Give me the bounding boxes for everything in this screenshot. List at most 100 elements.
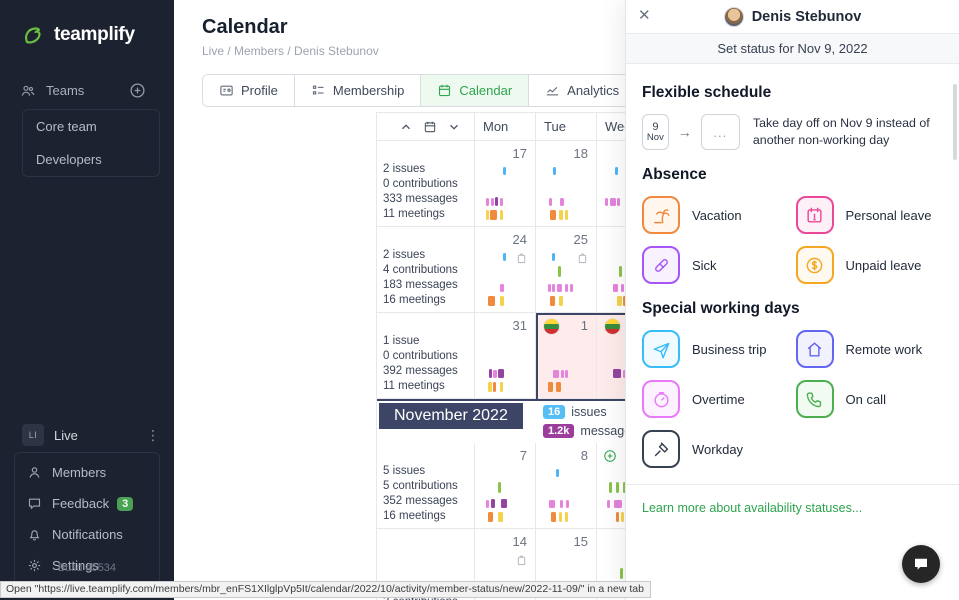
sidebar-item-label: Settings xyxy=(52,558,99,573)
activity-segment xyxy=(498,369,504,378)
plane-icon xyxy=(642,330,680,368)
status-button-workday[interactable]: Workday xyxy=(642,430,790,468)
tab-analytics[interactable]: Analytics xyxy=(528,75,636,106)
calendar-alert-icon xyxy=(795,196,834,234)
tab-membership[interactable]: Membership xyxy=(293,75,421,106)
flexible-schedule-heading: Flexible schedule xyxy=(642,84,772,101)
lithuania-flag-icon xyxy=(544,319,559,334)
week-stat-line: 5 issues xyxy=(383,465,426,477)
sidebar-item-members[interactable]: Members xyxy=(15,457,159,488)
activity-segment xyxy=(605,198,609,206)
page-title: Calendar xyxy=(202,16,288,38)
status-button-on-call[interactable]: On call xyxy=(795,380,944,418)
day-cell-8[interactable]: 8 xyxy=(536,443,597,529)
activity-segment xyxy=(490,499,495,508)
activity-segment xyxy=(551,512,556,522)
activity-segment xyxy=(555,382,562,392)
add-status-icon[interactable] xyxy=(603,449,617,463)
tab-label: Analytics xyxy=(567,83,620,98)
prev-month-icon[interactable] xyxy=(399,120,413,134)
status-button-business-trip[interactable]: Business trip xyxy=(642,330,790,368)
dollar-icon xyxy=(795,246,834,284)
close-icon[interactable]: ✕ xyxy=(638,7,651,24)
activity-segment xyxy=(558,210,563,220)
week-stats: 2 issues 0 contributions 333 messages 11 me… xyxy=(377,141,475,227)
activity-segment xyxy=(552,167,556,175)
chat-fab-button[interactable] xyxy=(902,545,940,583)
week-stat-line: 4 contributions xyxy=(383,264,458,276)
jump-to-date-icon[interactable] xyxy=(423,120,437,134)
week-stats: 1 issue 0 contributions 392 messages 11 mee… xyxy=(377,313,475,399)
home-icon xyxy=(795,330,834,368)
status-button-overtime[interactable]: Overtime xyxy=(642,380,790,418)
arrow-right-icon: → xyxy=(677,124,692,140)
sidebar-team-item-developers[interactable]: Developers xyxy=(36,152,102,167)
activity-segment xyxy=(501,499,508,508)
breadcrumb[interactable]: Live / Members / Denis Stebunov xyxy=(202,44,379,58)
activity-segment xyxy=(488,512,493,522)
total-messages: 1.2k messages xyxy=(543,424,637,438)
workspace-row[interactable]: LI Live ⋮ xyxy=(0,424,174,446)
tab-profile[interactable]: Profile xyxy=(203,75,294,106)
total-badge: 1.2k xyxy=(543,424,575,438)
day-cell-25[interactable]: 25 xyxy=(536,227,597,313)
status-button-sick[interactable]: Sick xyxy=(642,246,790,284)
learn-more-link[interactable]: Learn more about availability statuses..… xyxy=(642,501,863,515)
flex-date-day: 9 xyxy=(652,120,659,133)
week-stat-line: 333 messages xyxy=(383,193,458,205)
day-cell-18[interactable]: 18 xyxy=(536,141,597,227)
flex-target-date-box[interactable]: ... xyxy=(700,114,740,150)
status-button-personal-leave[interactable]: Personal leave xyxy=(795,196,944,234)
date-number: 1 xyxy=(580,318,588,333)
sidebar-item-settings[interactable]: Settings xyxy=(15,550,159,581)
week-stat-line: 3 contributions xyxy=(383,595,458,600)
person-icon xyxy=(27,465,42,480)
activity-segment xyxy=(613,500,622,508)
scrollbar[interactable] xyxy=(953,84,957,160)
clipboard-icon xyxy=(516,553,527,566)
activity-segment xyxy=(569,284,573,292)
activity-segment xyxy=(564,512,568,522)
gauge-icon xyxy=(642,380,680,418)
day-cell-1[interactable]: 1 xyxy=(536,313,597,399)
add-team-icon[interactable] xyxy=(129,82,146,99)
flex-date-box[interactable]: 9 Nov xyxy=(642,114,669,150)
status-button-remote-work[interactable]: Remote work xyxy=(795,330,944,368)
day-cell-31[interactable]: 31 xyxy=(475,313,536,399)
app-logo[interactable]: teamplify xyxy=(0,0,174,48)
activity-segment xyxy=(493,382,496,392)
activity-segment xyxy=(555,469,559,477)
next-month-icon[interactable] xyxy=(447,120,461,134)
total-badge: 16 xyxy=(543,405,566,419)
activity-segment xyxy=(560,198,565,206)
date-number: 15 xyxy=(573,534,588,549)
sidebar-item-notifications[interactable]: Notifications xyxy=(15,519,159,550)
day-cell-17[interactable]: 17 xyxy=(475,141,536,227)
day-header-tue: Tue xyxy=(536,113,597,141)
member-name: Denis Stebunov xyxy=(751,8,862,25)
day-cell-24[interactable]: 24 xyxy=(475,227,536,313)
activity-segment xyxy=(502,253,506,261)
flexible-schedule-row: 9 Nov → ... Take day off on Nov 9 instea… xyxy=(642,114,943,150)
activity-segment xyxy=(500,198,504,206)
date-number: 25 xyxy=(573,232,588,247)
teams-label[interactable]: Teams xyxy=(46,83,85,98)
activity-segment xyxy=(500,296,504,306)
browser-status-bar: Open "https://live.teamplify.com/members… xyxy=(0,581,651,598)
activity-segment xyxy=(549,198,553,206)
sidebar-item-feedback[interactable]: Feedback 3 xyxy=(15,488,159,519)
people-icon xyxy=(20,83,36,99)
status-button-label: Unpaid leave xyxy=(845,257,922,273)
activity-segment xyxy=(615,167,618,175)
avatar xyxy=(723,6,744,27)
sidebar-team-item-core-team[interactable]: Core team xyxy=(36,119,97,134)
tab-calendar[interactable]: Calendar xyxy=(420,75,529,106)
activity-segment xyxy=(485,198,489,206)
date-number: 18 xyxy=(573,146,588,161)
status-button-vacation[interactable]: Vacation xyxy=(642,196,790,234)
teams-header: Teams xyxy=(0,82,174,99)
activity-segment xyxy=(493,370,498,378)
status-button-unpaid-leave[interactable]: Unpaid leave xyxy=(795,246,944,284)
day-cell-7[interactable]: 7 xyxy=(475,443,536,529)
kebab-menu-icon[interactable]: ⋮ xyxy=(146,427,160,443)
